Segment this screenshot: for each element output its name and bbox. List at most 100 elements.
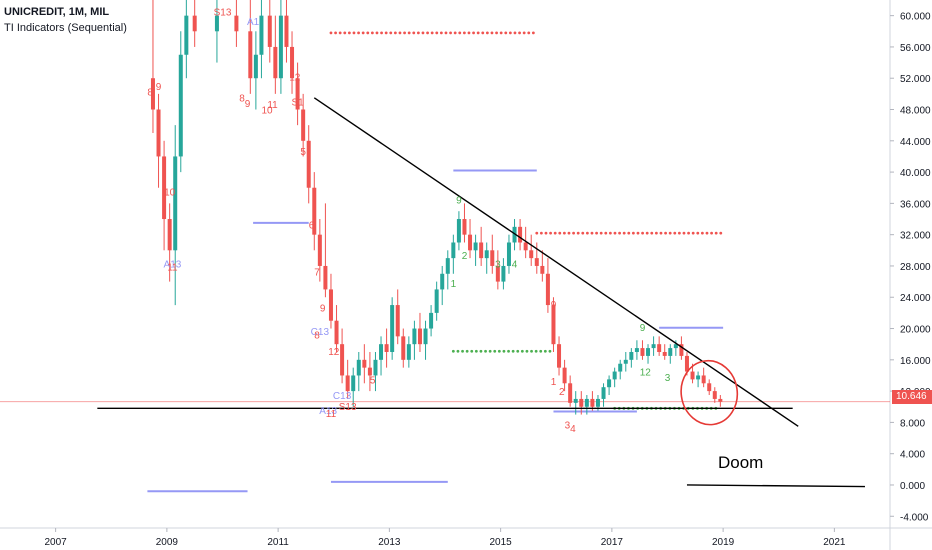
sequential-count-label: 3 [665, 373, 671, 384]
sequential-count-label: 8 [239, 94, 245, 105]
setup-level-dot [334, 31, 337, 35]
y-tick-label: 44.000 [900, 137, 931, 148]
candle-body [351, 375, 356, 392]
setup-level-dot [329, 31, 333, 35]
setup-level-dot [516, 349, 520, 353]
setup-level-dot [543, 349, 547, 353]
candle-body [623, 359, 628, 364]
setup-level-dot [398, 31, 402, 35]
setup-level-dot [352, 31, 356, 35]
setup-level-dot [659, 231, 663, 235]
sequential-count-label: 9 [320, 303, 326, 314]
setup-level-dot [668, 231, 672, 235]
setup-level-dot [673, 231, 677, 235]
candle-body [401, 336, 406, 360]
candle-body [267, 15, 272, 47]
setup-level-dot [490, 31, 494, 35]
candle-body [328, 289, 333, 321]
candle-body [301, 109, 306, 141]
setup-level-dot [357, 31, 360, 35]
setup-level-dot [416, 31, 420, 35]
sequential-count-label: A1 [247, 17, 260, 28]
candle-body [612, 371, 617, 380]
setup-level-dot [472, 31, 475, 35]
setup-level-dot [608, 231, 612, 235]
candle-body [557, 344, 562, 368]
candle-body [607, 379, 612, 388]
setup-level-dot [507, 349, 510, 353]
setup-level-dot [453, 31, 457, 35]
candle-body [545, 273, 550, 306]
candle-body [334, 320, 339, 345]
setup-level-dot [347, 31, 351, 35]
sequential-count-label: 9 [551, 300, 557, 311]
candle-body [440, 273, 445, 290]
setup-level-dot [520, 349, 524, 353]
setup-level-dot [495, 31, 498, 35]
setup-level-dot [380, 31, 383, 35]
candle-body [156, 109, 161, 157]
candle-body [345, 375, 350, 392]
candle-body [412, 328, 417, 345]
setup-level-dot [525, 349, 529, 353]
setup-level-dot [407, 31, 411, 35]
setup-level-dot [375, 31, 379, 35]
candle-body [601, 387, 606, 399]
setup-level-dot [530, 349, 533, 353]
setup-level-dot [458, 31, 462, 35]
setup-level-dot [682, 231, 686, 235]
candle-body [295, 78, 300, 110]
setup-level-dot [502, 349, 506, 353]
setup-level-dot [691, 231, 695, 235]
sequential-count-label: 4 [570, 424, 576, 435]
sequential-count-label: 4 [512, 260, 518, 271]
setup-level-dot [627, 231, 631, 235]
sequential-count-label: 12 [328, 347, 340, 358]
candle-body [462, 219, 467, 235]
setup-level-dot [508, 31, 512, 35]
sequential-count-label: 1 [451, 279, 457, 290]
setup-level-dot [700, 231, 704, 235]
sequential-count-label: C13 [311, 327, 330, 338]
setup-level-dot [581, 231, 585, 235]
setup-level-dot [513, 31, 517, 35]
setup-level-dot [531, 31, 535, 35]
setup-level-dot [562, 231, 566, 235]
candle-body [690, 371, 695, 380]
setup-level-dot [467, 31, 471, 35]
candle-body [679, 344, 684, 356]
setup-level-dot [493, 349, 497, 353]
setup-level-dot [534, 349, 538, 353]
setup-level-dot [403, 31, 406, 35]
doom-annotation: Doom [718, 453, 764, 472]
setup-level-dot [645, 231, 649, 235]
candle-body [248, 31, 253, 79]
sequential-count-label: S13 [339, 402, 357, 413]
sequential-count-label: 11 [326, 409, 337, 420]
candle-body [573, 398, 578, 403]
candle-body [356, 359, 361, 376]
setup-level-dot [636, 231, 640, 235]
candle-body [673, 344, 678, 349]
sequential-count-label: 2 [462, 251, 468, 262]
setup-level-dot [595, 231, 598, 235]
sequential-count-label: 5 [300, 147, 306, 158]
setup-level-dot [535, 231, 539, 235]
candle-body [484, 250, 489, 259]
setup-level-dot [504, 31, 508, 35]
x-tick-label: 2017 [601, 537, 624, 548]
sequential-count-label: 1 [551, 377, 557, 388]
y-tick-label: 20.000 [900, 325, 931, 336]
candle-body [651, 344, 656, 349]
setup-level-dot [462, 31, 466, 35]
setup-level-dot [558, 231, 562, 235]
candle-body [167, 219, 172, 251]
symbol-title: UNICREDIT, 1M, MIL [4, 6, 110, 18]
setup-level-dot [549, 231, 552, 235]
candle-body [373, 359, 378, 376]
candle-body [445, 258, 450, 274]
candle-body [523, 242, 528, 251]
candle-body [323, 265, 328, 290]
setup-level-dot [544, 231, 548, 235]
